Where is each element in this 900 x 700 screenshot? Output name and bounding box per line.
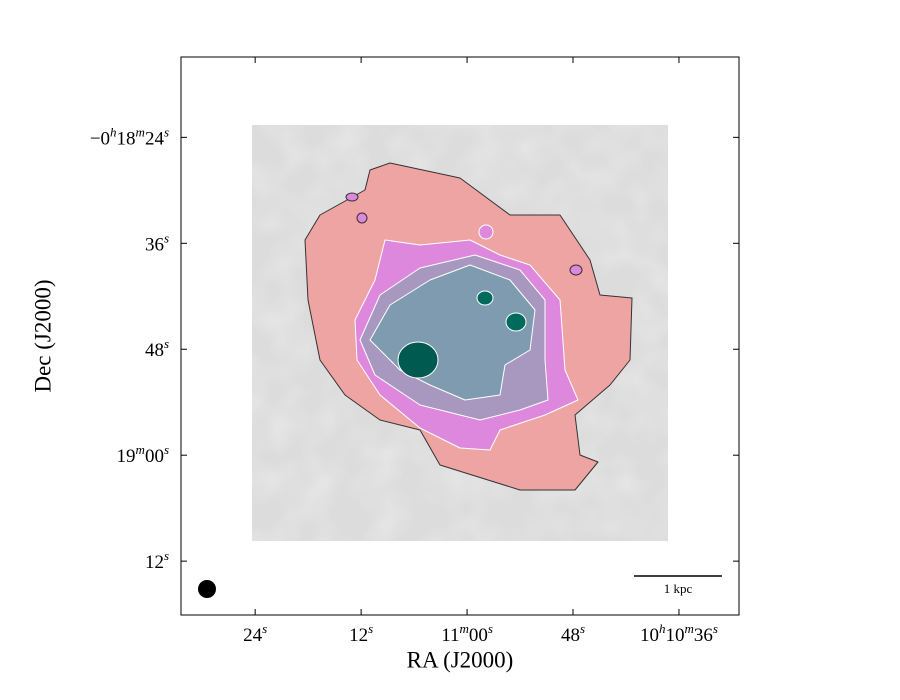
y-tick-label: 36s [145,230,169,255]
axes-frame [180,56,740,616]
y-tick-label: −0h18m24s [90,124,169,149]
y-tick-label: 12s [145,548,169,573]
x-axis-label: RA (J2000) [407,647,514,672]
x-tick-label: 11m00s [441,621,493,646]
x-tick-label: 10h10m36s [640,621,718,646]
y-tick-label: 48s [145,336,169,361]
y-tick-label: 19m00s [117,442,169,467]
x-tick-label: 48s [561,621,585,646]
x-tick-label: 12s [349,621,373,646]
contours [304,162,633,491]
y-axis-label: Dec (J2000) [30,279,55,392]
scale-bar-label: 1 kpc [664,581,693,596]
beam [198,580,216,598]
x-tick-label: 24s [243,621,267,646]
